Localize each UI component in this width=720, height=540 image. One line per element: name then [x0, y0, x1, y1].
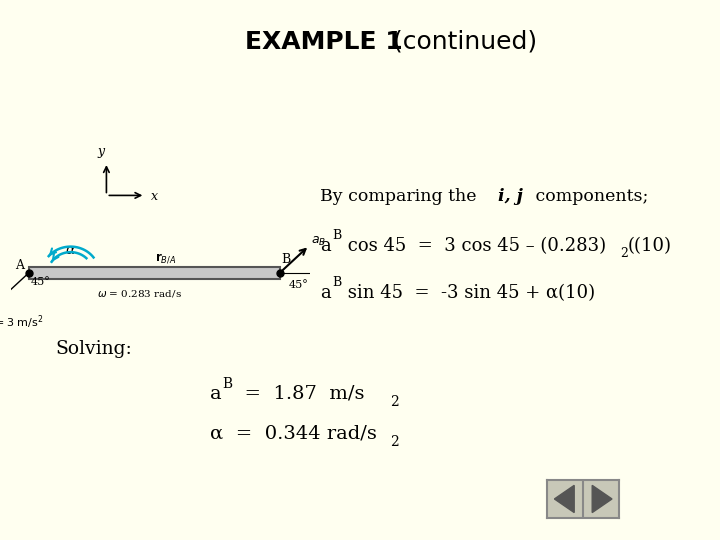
Text: 45°: 45° — [289, 280, 308, 290]
Text: $\alpha$: $\alpha$ — [65, 242, 76, 256]
Text: x: x — [151, 190, 158, 203]
Text: 2: 2 — [390, 435, 399, 449]
Text: B: B — [332, 276, 341, 289]
Text: $\omega$ = 0.283 rad/s: $\omega$ = 0.283 rad/s — [97, 288, 182, 299]
Text: (continued): (continued) — [385, 30, 537, 54]
Text: cos 45  =  3 cos 45 – (0.283): cos 45 = 3 cos 45 – (0.283) — [342, 237, 606, 255]
Polygon shape — [29, 267, 280, 279]
Polygon shape — [593, 485, 612, 512]
Text: B: B — [332, 229, 341, 242]
Text: By comparing the: By comparing the — [320, 188, 482, 205]
Text: a: a — [320, 284, 330, 302]
Text: $\mathbf{r}_{B/A}$: $\mathbf{r}_{B/A}$ — [156, 251, 177, 265]
Text: components;: components; — [530, 188, 649, 205]
Text: a: a — [320, 237, 330, 255]
Text: $a_B$: $a_B$ — [311, 235, 326, 248]
Text: a: a — [210, 385, 222, 403]
Text: 2: 2 — [390, 395, 399, 409]
Text: 45°: 45° — [30, 278, 50, 287]
Text: ((10): ((10) — [628, 237, 672, 255]
Text: B: B — [222, 377, 232, 391]
Text: Solving:: Solving: — [55, 340, 132, 358]
Text: B: B — [282, 253, 290, 266]
Text: A: A — [15, 259, 24, 272]
Text: sin 45  =  -3 sin 45 + α(10): sin 45 = -3 sin 45 + α(10) — [342, 284, 595, 302]
Text: 2: 2 — [620, 247, 628, 260]
Text: EXAMPLE 1: EXAMPLE 1 — [245, 30, 402, 54]
Text: i, j: i, j — [498, 188, 523, 205]
Text: =  1.87  m/s: = 1.87 m/s — [232, 385, 364, 403]
Text: α  =  0.344 rad/s: α = 0.344 rad/s — [210, 425, 377, 443]
Text: $a_A = 3\ \mathrm{m/s}^2$: $a_A = 3\ \mathrm{m/s}^2$ — [0, 314, 44, 333]
Polygon shape — [554, 485, 575, 512]
Text: y: y — [97, 145, 104, 158]
